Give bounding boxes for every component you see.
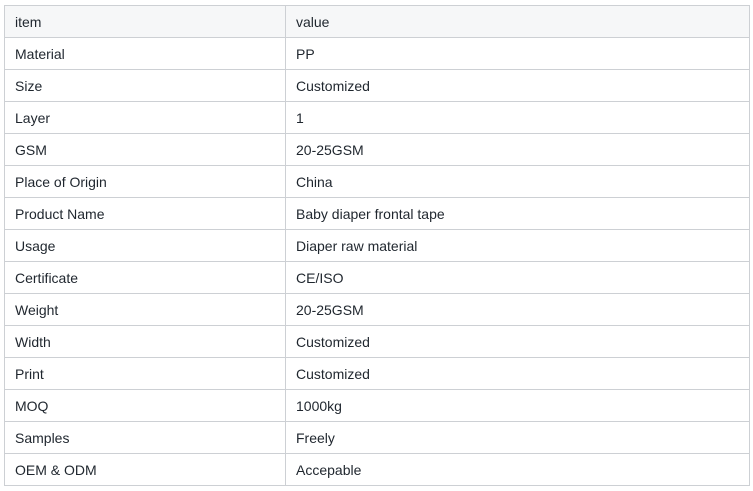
item-cell: Material	[4, 37, 286, 70]
item-cell: GSM	[4, 133, 286, 166]
item-cell: Layer	[4, 101, 286, 134]
item-cell: MOQ	[4, 389, 286, 422]
column-header-value: value	[285, 5, 750, 38]
value-cell: Freely	[285, 421, 750, 454]
table-row: Size Customized	[4, 69, 750, 102]
table-row: MOQ 1000kg	[4, 389, 750, 422]
table-row: Product Name Baby diaper frontal tape	[4, 197, 750, 230]
value-cell: 1000kg	[285, 389, 750, 422]
table-row: Layer 1	[4, 101, 750, 134]
value-cell: China	[285, 165, 750, 198]
item-cell: Certificate	[4, 261, 286, 294]
value-cell: Accepable	[285, 453, 750, 486]
value-cell: 20-25GSM	[285, 293, 750, 326]
table-row: Samples Freely	[4, 421, 750, 454]
value-cell: 20-25GSM	[285, 133, 750, 166]
table-row: Width Customized	[4, 325, 750, 358]
table-body: Material PP Size Customized Layer 1 GSM 20-25GS…	[4, 37, 750, 486]
item-cell: Usage	[4, 229, 286, 262]
value-cell: 1	[285, 101, 750, 134]
item-cell: Samples	[4, 421, 286, 454]
product-spec-table: item value Material PP Size Customized Layer…	[4, 5, 750, 486]
table-row: Print Customized	[4, 357, 750, 390]
table-row: GSM 20-25GSM	[4, 133, 750, 166]
item-cell: Print	[4, 357, 286, 390]
value-cell: Customized	[285, 357, 750, 390]
table-row: Weight 20-25GSM	[4, 293, 750, 326]
header-row: item value	[4, 5, 750, 38]
column-header-item: item	[4, 5, 286, 38]
table-row: Place of Origin China	[4, 165, 750, 198]
value-cell: CE/ISO	[285, 261, 750, 294]
item-cell: Weight	[4, 293, 286, 326]
value-cell: Customized	[285, 69, 750, 102]
value-cell: Diaper raw material	[285, 229, 750, 262]
product-spec-page: item value Material PP Size Customized Layer…	[4, 5, 750, 486]
value-cell: Baby diaper frontal tape	[285, 197, 750, 230]
item-cell: Place of Origin	[4, 165, 286, 198]
value-cell: Customized	[285, 325, 750, 358]
item-cell: Product Name	[4, 197, 286, 230]
table-row: Usage Diaper raw material	[4, 229, 750, 262]
table-row: Certificate CE/ISO	[4, 261, 750, 294]
table-row: Material PP	[4, 37, 750, 70]
item-cell: Size	[4, 69, 286, 102]
item-cell: OEM & ODM	[4, 453, 286, 486]
table-row: OEM & ODM Accepable	[4, 453, 750, 486]
value-cell: PP	[285, 37, 750, 70]
item-cell: Width	[4, 325, 286, 358]
